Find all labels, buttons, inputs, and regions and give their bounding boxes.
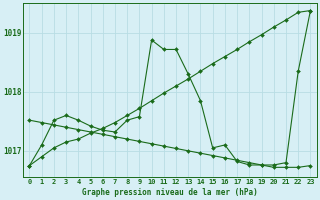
X-axis label: Graphe pression niveau de la mer (hPa): Graphe pression niveau de la mer (hPa) [82, 188, 258, 197]
